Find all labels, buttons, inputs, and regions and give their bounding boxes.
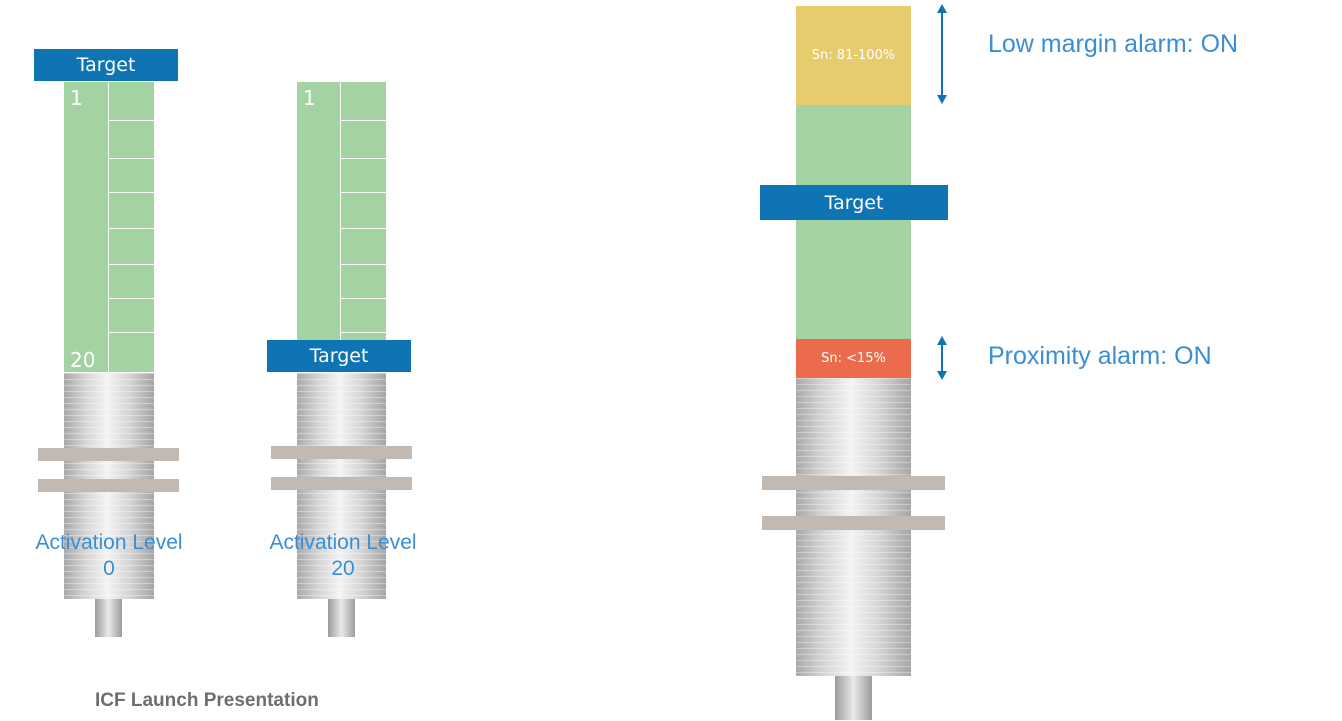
- sensor-2-target: Target: [267, 340, 411, 372]
- sensor-3-nut-lower: [762, 516, 945, 530]
- sensor-2-activation-value: 20: [331, 557, 355, 580]
- sensor-3-low-margin-zone: Sn: 81-100%: [796, 6, 911, 105]
- proximity-alarm-status: Proximity alarm: ON: [988, 342, 1212, 370]
- sensor-1-activation-value: 0: [103, 557, 115, 580]
- sensor-3-upper-zone-label: Sn: 81-100%: [811, 48, 896, 63]
- sensor-2-cable: [328, 599, 355, 637]
- sensor-1-nut-lower: [38, 479, 179, 492]
- sensor-3-lower-zone-label: Sn: <15%: [821, 351, 886, 366]
- sensor-1-target-label: Target: [76, 54, 136, 76]
- sensor-1-activation-level: Activation Level 0: [0, 530, 218, 582]
- footer-presentation-title: ICF Launch Presentation: [95, 690, 319, 711]
- proximity-range-arrow-icon: [937, 336, 947, 380]
- sensor-2-activation-label: Activation Level: [269, 531, 417, 554]
- sensor-3-nut-upper: [762, 476, 945, 490]
- sensor-3-stable-zone: [796, 105, 911, 339]
- low-margin-alarm-status: Low margin alarm: ON: [988, 30, 1239, 58]
- sensor-1-sensing-scale: 1 20: [64, 82, 154, 372]
- sensor-2-scale-top: 1: [303, 86, 316, 110]
- sensor-3-cable: [835, 676, 872, 720]
- sensor-2-nut-upper: [271, 446, 412, 459]
- sensor-3-target: Target: [760, 185, 948, 220]
- sensor-2-sensing-scale: 1: [297, 82, 386, 340]
- sensor-1-scale-bottom: 20: [70, 348, 96, 372]
- sensor-2-target-label: Target: [309, 345, 369, 367]
- sensor-1-cable: [95, 599, 122, 637]
- sensor-1-scale-top: 1: [70, 86, 83, 110]
- sensor-2-nut-lower: [271, 477, 412, 490]
- sensor-1-target: Target: [34, 49, 178, 81]
- sensor-1-activation-label: Activation Level: [35, 531, 183, 554]
- sensor-3-proximity-zone: Sn: <15%: [796, 339, 911, 378]
- sensor-3-target-label: Target: [824, 191, 884, 214]
- low-margin-range-arrow-icon: [937, 4, 947, 104]
- sensor-2-activation-level: Activation Level 20: [234, 530, 452, 582]
- sensor-1-nut-upper: [38, 448, 179, 461]
